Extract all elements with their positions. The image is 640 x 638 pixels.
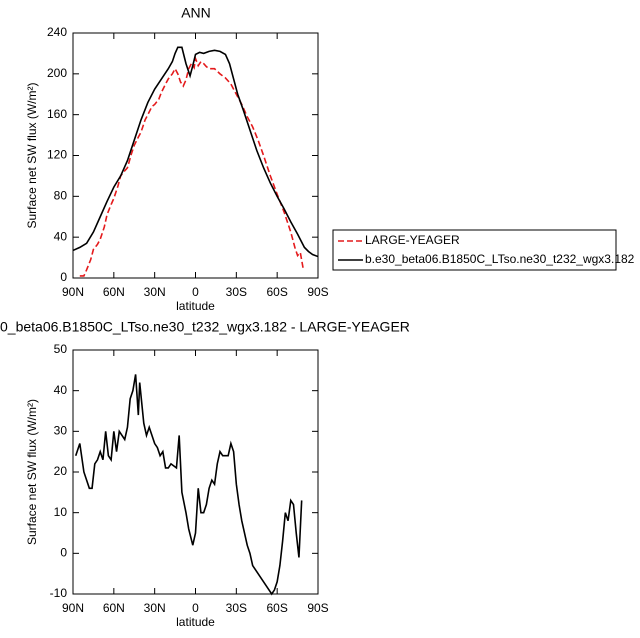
data-line — [74, 374, 303, 596]
y-tick-label: 80 — [54, 189, 68, 203]
y-tick-label: 40 — [54, 383, 68, 397]
x-tick-label: 60N — [103, 601, 125, 615]
y-tick-label: 200 — [47, 66, 67, 80]
x-axis-label: latitude — [176, 615, 215, 629]
data-line — [72, 46, 319, 258]
x-tick-label: 30N — [144, 285, 166, 299]
x-tick-label: 90S — [307, 601, 328, 615]
x-tick-label: 60S — [266, 285, 287, 299]
legend-label: b.e30_beta06.B1850C_LTso.ne30_t232_wgx3.… — [365, 252, 635, 266]
y-tick-label: 20 — [54, 464, 68, 478]
chart-title: ANN — [181, 5, 211, 21]
y-tick-label: 50 — [54, 342, 68, 356]
y-tick-label: 120 — [47, 148, 67, 162]
x-tick-label: 90N — [62, 285, 84, 299]
x-tick-label: 90N — [62, 601, 84, 615]
y-tick-label: 0 — [60, 270, 67, 284]
x-tick-label: 30S — [226, 601, 247, 615]
x-axis-label: latitude — [176, 299, 215, 313]
x-tick-label: 30N — [144, 601, 166, 615]
y-axis-label: Surface net SW flux (W/m²) — [25, 82, 39, 228]
y-tick-label: 0 — [60, 546, 67, 560]
y-axis-label: Surface net SW flux (W/m²) — [25, 399, 39, 545]
plot-frame — [72, 32, 319, 279]
x-tick-label: 0 — [192, 285, 199, 299]
x-tick-label: 60N — [103, 285, 125, 299]
x-tick-label: 30S — [226, 285, 247, 299]
chart-title: 0_beta06.B1850C_LTso.ne30_t232_wgx3.182 … — [0, 319, 410, 335]
y-tick-label: 30 — [54, 424, 68, 438]
x-tick-label: 60S — [266, 601, 287, 615]
data-line — [79, 55, 304, 277]
y-tick-label: -10 — [50, 586, 68, 600]
y-tick-label: 40 — [54, 229, 68, 243]
legend-label: LARGE-YEAGER — [365, 233, 460, 247]
x-tick-label: 90S — [307, 285, 328, 299]
y-tick-label: 160 — [47, 107, 67, 121]
y-tick-label: 10 — [54, 505, 68, 519]
x-tick-label: 0 — [192, 601, 199, 615]
legend-box — [332, 229, 617, 271]
y-tick-label: 240 — [47, 25, 67, 39]
